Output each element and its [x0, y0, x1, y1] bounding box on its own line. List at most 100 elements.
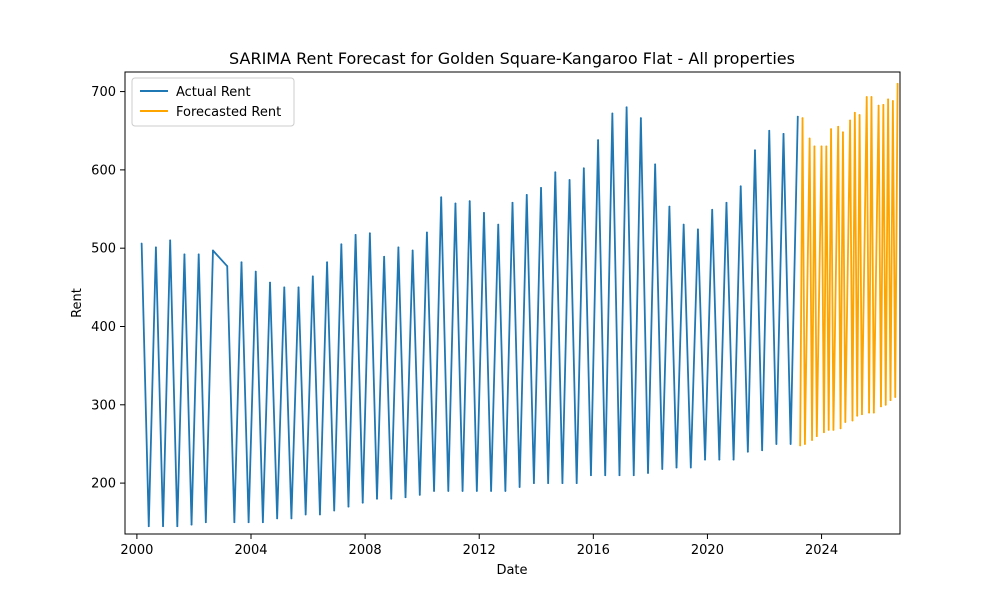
data-point-forecasted-rent — [872, 411, 875, 414]
legend-label-forecasted-rent: Forecasted Rent — [176, 105, 281, 120]
data-point-actual-rent — [682, 223, 685, 226]
data-point-actual-rent — [497, 223, 500, 226]
series-line-forecasted-rent — [799, 83, 899, 446]
data-point-actual-rent — [725, 201, 728, 204]
data-point-forecasted-rent — [827, 428, 830, 431]
data-point-actual-rent — [297, 286, 300, 289]
data-point-actual-rent — [190, 523, 193, 526]
data-point-actual-rent — [240, 261, 243, 264]
data-point-actual-rent — [169, 239, 172, 242]
data-point-actual-rent — [761, 449, 764, 452]
data-point-actual-rent — [433, 490, 435, 492]
data-point-actual-rent — [254, 270, 257, 273]
data-point-actual-rent — [547, 482, 550, 484]
data-point-forecasted-rent — [896, 82, 899, 85]
data-point-actual-rent — [540, 186, 542, 189]
x-axis: 2000 2004 2008 2012 2016 2020 2024 — [120, 534, 838, 558]
data-point-actual-rent — [625, 106, 628, 109]
data-point-actual-rent — [789, 443, 792, 445]
data-point-actual-rent — [490, 490, 492, 492]
data-point-forecasted-rent — [839, 427, 842, 430]
x-tick-label: 2016 — [577, 543, 610, 558]
data-point-forecasted-rent — [842, 131, 844, 134]
data-point-actual-rent — [290, 517, 293, 520]
data-point-actual-rent — [468, 200, 471, 203]
data-point-actual-rent — [575, 482, 578, 484]
data-point-actual-rent — [333, 509, 336, 512]
data-point-actual-rent — [561, 482, 564, 484]
y-tick-label: 200 — [91, 477, 116, 492]
data-point-actual-rent — [212, 249, 214, 252]
x-tick-label: 2020 — [691, 543, 724, 558]
data-point-actual-rent — [739, 185, 742, 188]
plot-lines — [140, 82, 899, 528]
data-point-forecasted-rent — [813, 145, 816, 148]
data-point-forecasted-rent — [877, 104, 880, 107]
y-axis: 200 300 400 500 600 700 — [91, 85, 125, 492]
data-point-actual-rent — [447, 490, 450, 492]
data-point-forecasted-rent — [861, 413, 863, 416]
data-point-actual-rent — [440, 196, 443, 199]
data-point-actual-rent — [304, 513, 307, 516]
data-point-forecasted-rent — [868, 411, 870, 414]
data-point-actual-rent — [604, 474, 607, 477]
y-axis-title: Rent — [70, 288, 85, 318]
data-point-actual-rent — [276, 517, 279, 520]
data-point-actual-rent — [347, 505, 350, 508]
data-point-actual-rent — [711, 208, 714, 211]
data-point-actual-rent — [511, 201, 514, 204]
data-point-actual-rent — [140, 242, 143, 245]
data-point-actual-rent — [525, 194, 528, 196]
data-point-actual-rent — [647, 472, 649, 474]
data-point-actual-rent — [226, 265, 229, 268]
data-point-actual-rent — [176, 525, 179, 528]
data-point-forecasted-rent — [849, 119, 851, 122]
data-point-forecasted-rent — [894, 396, 897, 398]
data-point-actual-rent — [283, 286, 286, 289]
data-point-forecasted-rent — [808, 137, 811, 140]
y-tick-label: 300 — [91, 398, 116, 413]
data-point-actual-rent — [461, 490, 464, 492]
data-point-forecasted-rent — [825, 145, 828, 148]
data-point-actual-rent — [155, 246, 157, 249]
data-point-actual-rent — [418, 493, 421, 496]
data-point-actual-rent — [147, 525, 150, 528]
data-point-forecasted-rent — [804, 443, 806, 445]
legend: Actual Rent Forecasted Rent — [131, 77, 295, 127]
data-point-forecasted-rent — [884, 403, 887, 406]
data-point-actual-rent — [704, 458, 706, 461]
chart-title: SARIMA Rent Forecast for Golden Square-K… — [229, 49, 795, 68]
data-point-forecasted-rent — [853, 111, 856, 114]
data-point-actual-rent — [697, 228, 699, 231]
data-point-actual-rent — [204, 521, 207, 524]
data-point-actual-rent — [326, 261, 328, 264]
data-point-forecasted-rent — [882, 103, 885, 106]
y-tick-label: 600 — [91, 163, 116, 178]
data-point-actual-rent — [796, 115, 799, 118]
x-tick-label: 2004 — [234, 543, 267, 558]
data-point-actual-rent — [554, 171, 557, 174]
data-point-actual-rent — [233, 521, 236, 524]
data-point-actual-rent — [504, 490, 507, 492]
data-point-forecasted-rent — [844, 421, 847, 423]
data-point-actual-rent — [183, 253, 186, 256]
data-point-actual-rent — [654, 163, 657, 166]
data-point-actual-rent — [675, 466, 678, 469]
data-point-actual-rent — [533, 482, 535, 484]
data-point-forecasted-rent — [830, 128, 832, 131]
data-point-forecasted-rent — [799, 444, 802, 447]
data-point-actual-rent — [383, 255, 386, 258]
data-point-forecasted-rent — [815, 435, 818, 438]
data-point-actual-rent — [732, 458, 735, 461]
data-point-actual-rent — [475, 490, 478, 492]
data-point-actual-rent — [390, 497, 393, 500]
data-point-actual-rent — [597, 139, 599, 142]
data-point-actual-rent — [319, 513, 321, 516]
data-point-actual-rent — [411, 249, 414, 252]
data-point-actual-rent — [311, 275, 314, 278]
data-point-actual-rent — [754, 149, 756, 152]
data-point-actual-rent — [376, 497, 378, 500]
data-point-actual-rent — [718, 458, 721, 461]
